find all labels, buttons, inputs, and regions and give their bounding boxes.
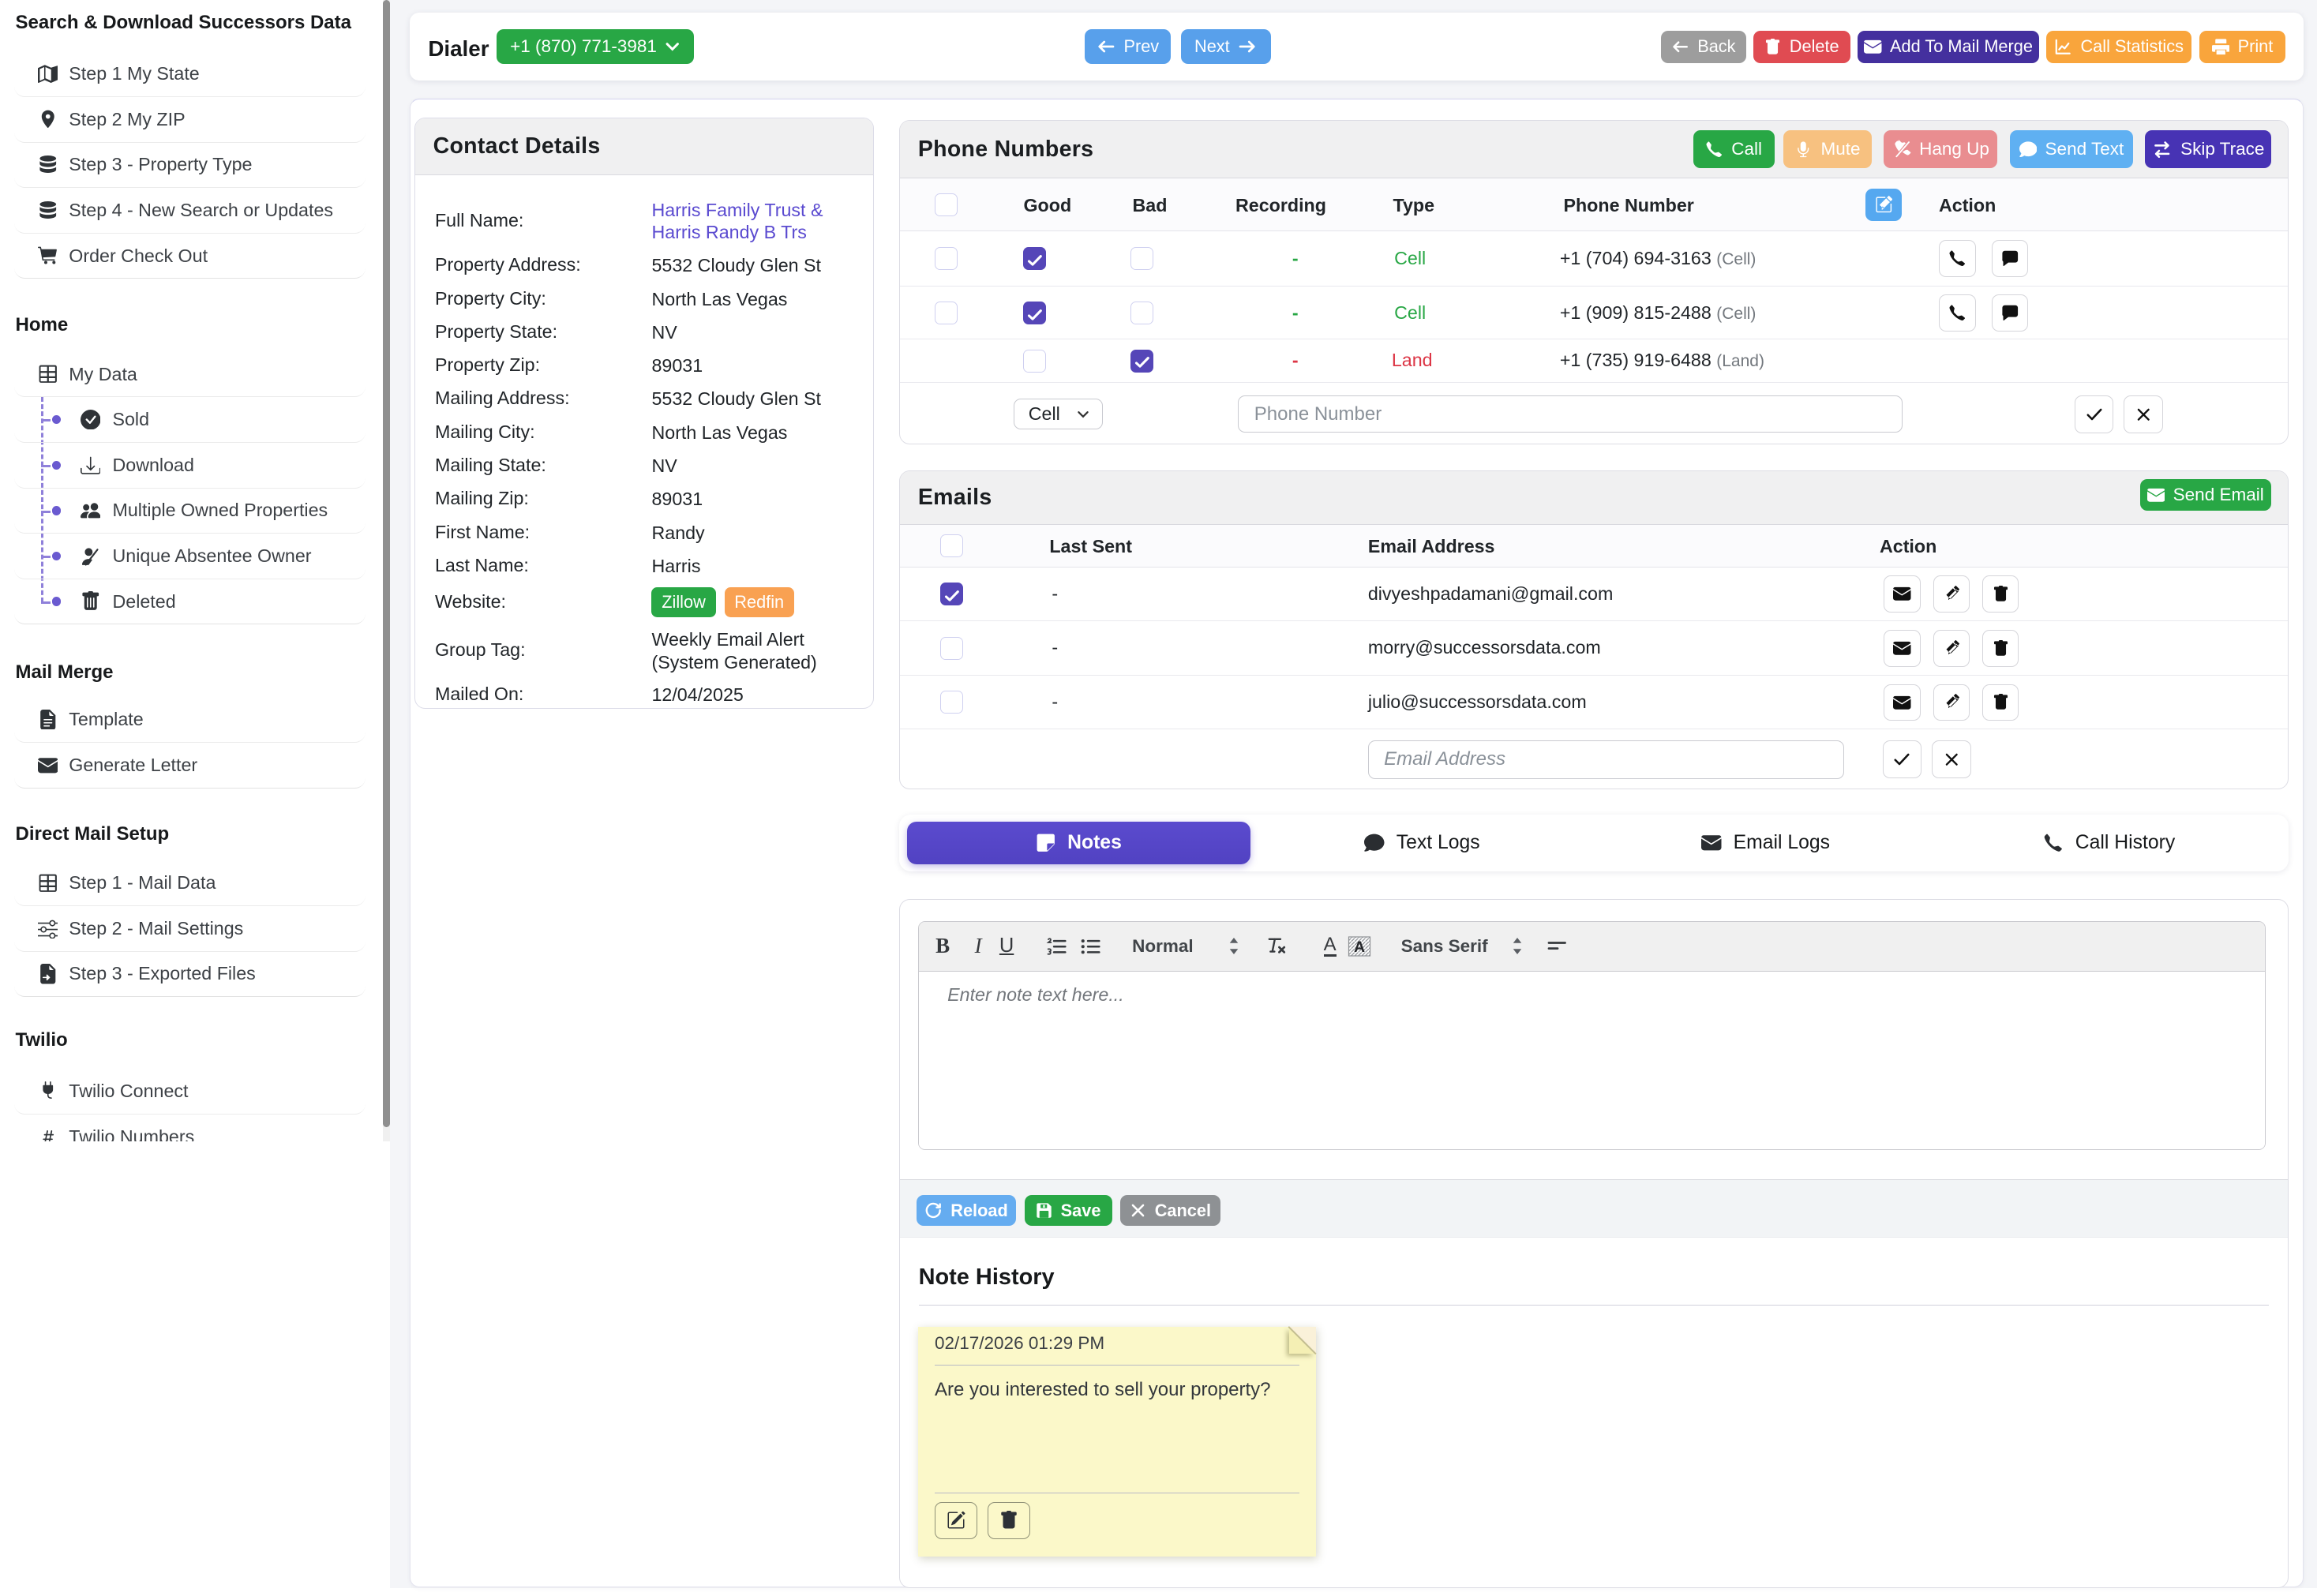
svg-text:A: A	[1354, 938, 1365, 956]
